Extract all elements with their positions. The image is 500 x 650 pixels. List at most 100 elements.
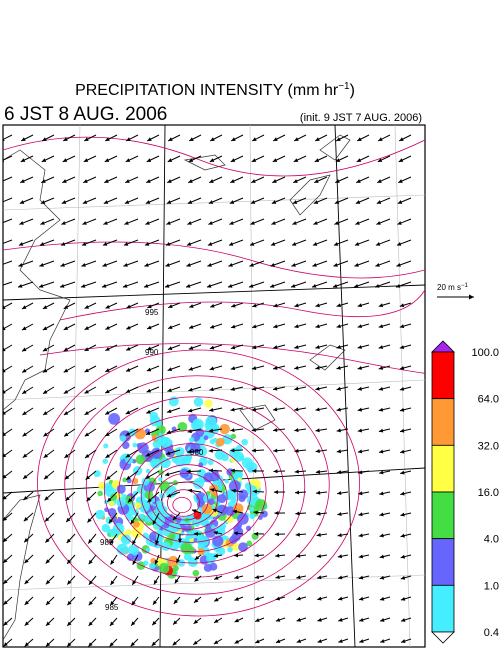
precip-cell xyxy=(143,560,149,566)
wind-arrow-head xyxy=(335,158,341,162)
precip-cell xyxy=(177,559,186,567)
wind-arrow-head xyxy=(207,262,212,267)
wind-arrow-head xyxy=(317,617,322,622)
wind-arrow-head xyxy=(396,262,401,267)
wind-arrow-head xyxy=(152,520,157,525)
wind-arrow-head xyxy=(145,431,151,435)
wind-arrow-head xyxy=(273,490,278,495)
wind-arrow-head xyxy=(60,242,66,246)
colorbar-under xyxy=(431,631,455,644)
wind-arrow-head xyxy=(105,432,110,437)
wind-arrow-head xyxy=(3,600,8,605)
wind-arrow-head xyxy=(208,221,213,225)
wind-arrow-head xyxy=(333,262,338,267)
wind-arrow-head xyxy=(3,474,7,479)
wind-arrow-head xyxy=(294,448,299,453)
wind-arrow-head xyxy=(252,345,257,350)
precip-cell xyxy=(241,438,248,446)
wind-arrow-head xyxy=(228,242,234,246)
wind-arrow-head xyxy=(252,137,257,141)
precip-cell xyxy=(224,479,230,484)
precip-cell xyxy=(249,513,256,520)
wind-arrow xyxy=(3,197,13,203)
wind-arrow-head xyxy=(294,490,300,495)
precip-cell xyxy=(174,455,186,467)
wind-arrow-head xyxy=(399,303,405,308)
wind-arrow-head xyxy=(145,452,151,457)
wind-arrow-head xyxy=(88,539,93,544)
wind-arrow-head xyxy=(378,365,384,370)
wind-arrow xyxy=(3,344,13,351)
precip-cell xyxy=(221,506,230,514)
wind-arrow-head xyxy=(294,428,299,433)
wind-arrow-head xyxy=(146,367,152,372)
wind-arrow-head xyxy=(251,158,257,162)
wind-arrow-head xyxy=(230,366,236,371)
precip-cell xyxy=(98,481,106,490)
wind-arrow-head xyxy=(334,221,339,225)
island xyxy=(183,154,226,171)
wind-arrow-head xyxy=(231,488,236,493)
precip-cell xyxy=(157,469,164,476)
precip-cell xyxy=(186,531,194,540)
wind-arrow-head xyxy=(231,324,236,329)
precip-cell xyxy=(152,439,162,449)
wind-arrow-head xyxy=(81,262,86,267)
colorbar-label: 0.4 xyxy=(484,627,499,639)
wind-arrow-head xyxy=(125,453,131,458)
precip-cell xyxy=(204,526,217,538)
wind-arrow-head xyxy=(336,324,341,329)
wind-arrow-head xyxy=(270,242,276,246)
wind-arrow-head xyxy=(23,474,28,479)
wind-arrow-head xyxy=(379,554,385,559)
wind-arrow-head xyxy=(105,368,110,372)
wind-arrow-head xyxy=(101,283,107,288)
wind-arrow-head xyxy=(234,553,239,558)
precip-cell xyxy=(208,498,215,506)
wind-arrow-head xyxy=(144,262,149,267)
wind-arrow-head xyxy=(84,368,89,373)
wind-arrow-head xyxy=(188,366,194,371)
precip-cell xyxy=(101,523,111,533)
wind-arrow-head xyxy=(358,554,364,559)
wind-arrow-head xyxy=(42,389,48,394)
wind-arrow-head xyxy=(208,468,213,473)
wind-arrow-head xyxy=(59,283,65,288)
precip-cell xyxy=(145,547,150,553)
wind-arrow-head xyxy=(105,325,110,330)
wind-arrow-head xyxy=(209,407,214,412)
wind-arrow-head xyxy=(84,304,90,309)
wind-arrow-head xyxy=(292,221,297,225)
wind-arrow-head xyxy=(64,432,69,437)
wind-arrow-head xyxy=(105,347,110,351)
wind-arrow-head xyxy=(20,158,26,162)
precip-cell xyxy=(232,543,240,551)
wind-arrow-head xyxy=(234,597,239,601)
precip-cell xyxy=(203,435,209,441)
wind-arrow-head xyxy=(166,221,171,225)
wind-arrow-head xyxy=(356,179,361,183)
wind-arrow-head xyxy=(398,158,404,162)
precip-cell xyxy=(103,443,109,449)
wind-arrow-head xyxy=(22,411,27,416)
wind-arrow-head xyxy=(153,579,158,585)
wind-arrow-head xyxy=(22,389,27,394)
wind-arrow-head xyxy=(84,347,89,351)
wind-arrow-head xyxy=(379,470,384,475)
wind-arrow-head xyxy=(337,554,343,559)
wind-arrow-head xyxy=(39,262,44,267)
wind-arrow-head xyxy=(18,262,23,267)
precip-cell xyxy=(229,535,238,544)
wind-arrow-head xyxy=(336,386,341,391)
wind-arrow-head xyxy=(337,575,343,580)
wind-arrow xyxy=(3,176,13,182)
precip-cell xyxy=(108,500,115,507)
precip-cell xyxy=(207,459,214,466)
wind-arrow-head xyxy=(185,283,191,288)
wind-arrow-head xyxy=(251,179,256,183)
wind-arrow-head xyxy=(132,540,137,545)
isobars xyxy=(3,136,425,617)
wind-arrow-head xyxy=(23,517,29,522)
wind-arrow-head xyxy=(314,158,320,162)
wind-arrow-head xyxy=(167,388,172,392)
